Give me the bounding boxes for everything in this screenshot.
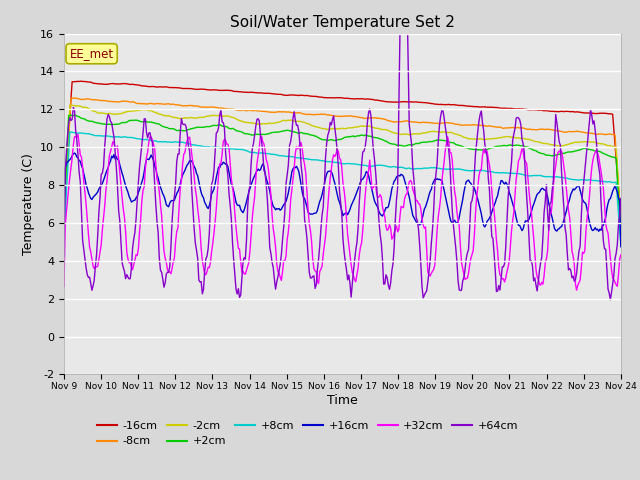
+2cm	[373, 135, 381, 141]
+16cm	[60, 224, 68, 229]
+2cm	[567, 149, 575, 155]
+32cm	[573, 288, 580, 293]
+2cm	[617, 235, 625, 241]
-2cm	[67, 102, 75, 108]
+64cm	[617, 196, 625, 202]
-2cm	[373, 125, 381, 131]
+2cm	[60, 211, 68, 217]
+16cm	[234, 203, 242, 208]
Line: +8cm: +8cm	[64, 132, 621, 244]
+8cm	[617, 241, 625, 247]
+64cm	[234, 291, 241, 297]
+32cm	[60, 284, 68, 289]
Line: +16cm: +16cm	[64, 153, 621, 247]
-8cm	[60, 215, 68, 220]
+32cm	[234, 245, 242, 251]
-8cm	[234, 108, 242, 113]
-16cm	[567, 109, 575, 115]
+32cm	[470, 232, 478, 238]
+16cm	[373, 203, 381, 208]
Line: +2cm: +2cm	[64, 115, 621, 238]
-2cm	[296, 119, 304, 124]
-2cm	[617, 221, 625, 227]
+8cm	[60, 231, 68, 237]
-16cm	[399, 99, 407, 105]
+8cm	[234, 146, 242, 152]
+64cm	[372, 168, 380, 174]
+16cm	[470, 186, 478, 192]
-16cm	[296, 92, 304, 98]
-16cm	[470, 104, 478, 109]
Title: Soil/Water Temperature Set 2: Soil/Water Temperature Set 2	[230, 15, 455, 30]
+16cm	[70, 150, 78, 156]
+64cm	[295, 128, 303, 134]
+32cm	[296, 140, 304, 145]
+64cm	[607, 297, 614, 303]
+2cm	[296, 130, 304, 136]
X-axis label: Time: Time	[327, 394, 358, 407]
+8cm	[470, 168, 478, 173]
Text: EE_met: EE_met	[70, 47, 114, 60]
Y-axis label: Temperature (C): Temperature (C)	[22, 153, 35, 255]
-16cm	[373, 97, 381, 103]
+2cm	[67, 112, 75, 118]
-16cm	[60, 198, 68, 204]
+16cm	[617, 244, 625, 250]
-16cm	[617, 216, 625, 221]
+32cm	[74, 132, 82, 137]
+2cm	[234, 128, 242, 134]
-2cm	[234, 117, 242, 123]
+32cm	[617, 252, 625, 258]
Line: -16cm: -16cm	[64, 81, 621, 218]
+8cm	[296, 155, 304, 161]
+16cm	[567, 192, 575, 197]
-2cm	[567, 141, 575, 146]
-8cm	[70, 95, 78, 101]
+2cm	[399, 143, 407, 149]
-8cm	[296, 110, 304, 116]
+32cm	[567, 230, 575, 236]
+2cm	[470, 146, 478, 152]
-2cm	[399, 131, 407, 137]
-8cm	[567, 129, 575, 134]
-8cm	[373, 115, 381, 121]
Line: -2cm: -2cm	[64, 105, 621, 224]
-8cm	[470, 122, 478, 128]
Line: +32cm: +32cm	[64, 134, 621, 290]
Legend: -16cm, -8cm, -2cm, +2cm, +8cm, +16cm, +32cm, +64cm: -16cm, -8cm, -2cm, +2cm, +8cm, +16cm, +3…	[97, 421, 518, 446]
+64cm	[60, 253, 68, 259]
+32cm	[373, 191, 381, 196]
-2cm	[470, 136, 478, 142]
+32cm	[399, 205, 407, 211]
Line: +64cm: +64cm	[64, 0, 621, 300]
+8cm	[567, 176, 575, 182]
+16cm	[399, 174, 407, 180]
+64cm	[470, 171, 478, 177]
-16cm	[234, 89, 242, 95]
+8cm	[373, 162, 381, 168]
+8cm	[399, 165, 407, 170]
-16cm	[76, 78, 84, 84]
+8cm	[66, 129, 74, 135]
+64cm	[399, 3, 406, 9]
-8cm	[399, 119, 407, 124]
-2cm	[60, 218, 68, 224]
-8cm	[617, 216, 625, 222]
Line: -8cm: -8cm	[64, 98, 621, 219]
+64cm	[567, 268, 575, 274]
+16cm	[296, 175, 304, 181]
